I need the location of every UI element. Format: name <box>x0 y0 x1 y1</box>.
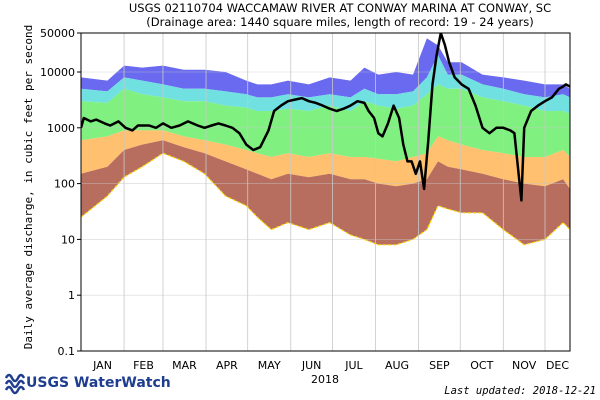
x-tick-label: DEC <box>546 359 569 372</box>
series-line-0 <box>81 33 570 202</box>
y-axis-label: Daily average discharge, in cubic feet p… <box>22 25 35 350</box>
chart-subtitle: (Drainage area: 1440 square miles, lengt… <box>146 15 533 29</box>
y-tick-label: 1 <box>68 289 75 302</box>
x-tick-label: JAN <box>92 359 112 372</box>
x-tick-label: FEB <box>133 359 154 372</box>
y-tick-label: 0.1 <box>58 345 76 358</box>
x-tick-label: MAY <box>258 359 281 372</box>
y-tick-label: 1000 <box>47 122 75 135</box>
x-tick-label: NOV <box>512 359 537 372</box>
last-updated: Last updated: 2018-12-21 <box>444 385 596 397</box>
x-tick-label: SEP <box>429 359 450 372</box>
band-p90 <box>81 55 570 114</box>
plot-frame <box>80 32 571 352</box>
y-tick-label: 10 <box>61 233 75 246</box>
x-tick-label: APR <box>216 359 238 372</box>
x-tick-label: OCT <box>470 359 493 372</box>
band-p75 <box>81 84 570 162</box>
usgs-logo: USGS WaterWatch <box>4 373 171 395</box>
band-max <box>81 38 570 98</box>
x-tick-label: AUG <box>385 359 409 372</box>
band-p10 <box>81 140 570 245</box>
current-discharge-series <box>81 33 570 202</box>
y-tick-label: 50000 <box>40 27 75 40</box>
band-p25 <box>81 130 570 189</box>
x-tick-label: JUL <box>344 359 363 372</box>
x-tick-label: MAR <box>172 359 197 372</box>
y-axis-ticks: 0.1 1 10 100 1000 10000 50000 <box>40 27 81 358</box>
y-tick-label: 100 <box>54 178 75 191</box>
y-tick-label: 10000 <box>40 66 75 79</box>
percentile-bands <box>81 38 570 246</box>
usgs-logo-text: USGS WaterWatch <box>26 375 171 391</box>
usgs-logo-icon <box>4 373 26 395</box>
x-axis-year-label: 2018 <box>311 373 339 386</box>
minimum-line <box>81 152 570 246</box>
x-axis-ticks: JAN FEB MAR APR MAY JUN JUL AUG SEP OCT NOV DEC <box>92 359 569 372</box>
x-tick-label: JUN <box>301 359 322 372</box>
chart-title: USGS 02110704 WACCAMAW RIVER AT CONWAY M… <box>129 1 551 15</box>
